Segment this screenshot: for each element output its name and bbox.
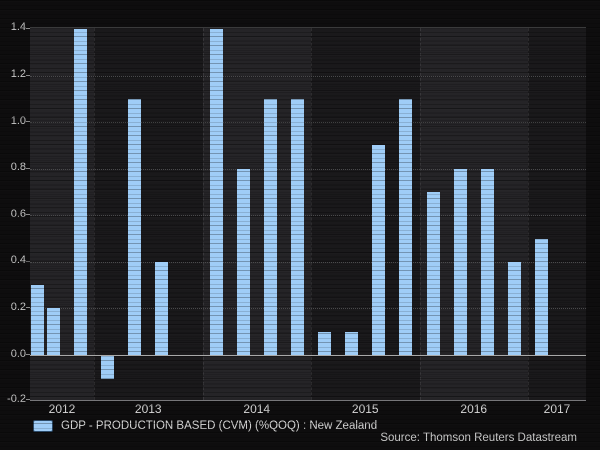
bar-2013-q1	[101, 356, 115, 380]
year-boundary-2013	[94, 28, 95, 400]
legend-swatch-icon	[33, 420, 53, 432]
gridline-0.2	[30, 308, 586, 310]
y-axis-label: 0.2	[10, 300, 26, 313]
bar-2014-q2	[236, 168, 250, 355]
legend: GDP - PRODUCTION BASED (CVM) (%QOQ) : Ne…	[33, 420, 377, 432]
x-axis-label-2013: 2013	[134, 402, 162, 416]
bar-2014-q4	[290, 98, 304, 355]
y-axis-label: 1.0	[10, 114, 26, 127]
legend-label: GDP - PRODUCTION BASED (CVM) (%QOQ) : Ne…	[61, 420, 378, 432]
y-axis-tick	[26, 74, 30, 76]
bar-2014-q3	[263, 98, 277, 355]
bar-2012-q2	[31, 285, 44, 355]
source-attribution: Source: Thomson Reuters Datastream	[380, 432, 577, 444]
y-axis-tick	[26, 399, 30, 400]
y-axis-tick	[26, 167, 30, 169]
x-axis-label-2016: 2016	[460, 402, 488, 416]
y-axis-tick	[26, 354, 30, 355]
year-band-2013	[94, 28, 203, 400]
bar-2016-q4	[507, 261, 521, 355]
y-axis-tick	[26, 307, 30, 309]
bar-2015-q4	[399, 98, 413, 355]
bar-2015-q3	[372, 145, 386, 355]
x-axis-label-2014: 2014	[243, 402, 271, 416]
zero-baseline	[30, 355, 586, 356]
year-boundary-2015	[311, 28, 312, 400]
bar-2012-q4	[73, 28, 87, 355]
y-axis-label: -0.2	[7, 392, 26, 405]
y-axis-tick	[26, 27, 30, 29]
y-axis-label: 1.4	[10, 21, 26, 34]
y-axis-label: 0.4	[10, 254, 26, 267]
bar-2016-q3	[480, 168, 494, 355]
bar-2015-q2	[345, 331, 359, 355]
gridline-1	[30, 122, 586, 124]
plot-area	[30, 27, 586, 401]
gridline-0.4	[30, 261, 586, 263]
y-axis-label: 1.2	[10, 68, 26, 81]
y-axis-tick	[26, 121, 30, 123]
y-axis-label: 0.0	[10, 347, 26, 360]
bar-2015-q1	[318, 331, 332, 355]
bar-2017-q1	[535, 238, 549, 355]
year-boundary-2016	[419, 28, 421, 400]
x-axis-label-2015: 2015	[351, 402, 379, 416]
bar-2012-q3	[46, 308, 60, 355]
y-axis-tick	[26, 260, 30, 262]
bar-2014-q1	[209, 28, 223, 355]
gridline-1.2	[30, 75, 586, 77]
bar-2016-q2	[453, 168, 467, 355]
y-axis-tick	[26, 214, 30, 216]
bar-2013-q3	[155, 261, 169, 355]
bar-2013-q2	[128, 98, 142, 355]
y-axis-label: 0.6	[10, 207, 26, 220]
bar-2016-q1	[426, 191, 440, 355]
y-axis-label: 0.8	[10, 161, 26, 174]
gridline-0.6	[30, 215, 586, 217]
gridline-0.8	[30, 168, 586, 170]
year-boundary-2014	[202, 28, 204, 400]
year-boundary-2017	[528, 28, 529, 400]
x-axis-label-2012: 2012	[48, 402, 76, 416]
x-axis-label-2017: 2017	[543, 402, 571, 416]
